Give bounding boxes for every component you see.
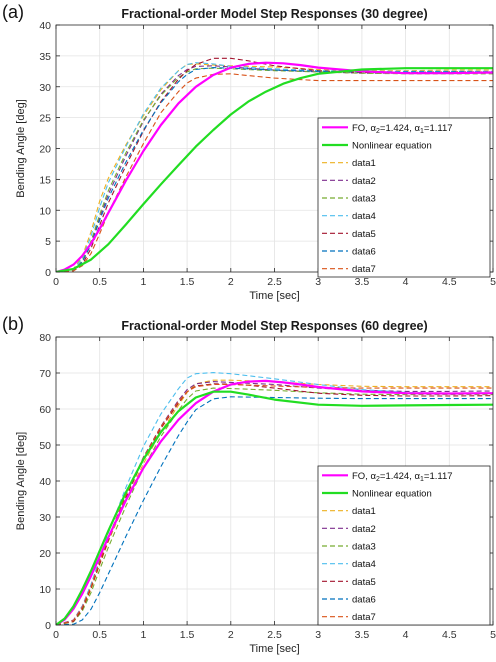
x-tick-label: 0.5 — [92, 629, 107, 641]
legend-entry: data7 — [352, 264, 376, 275]
legend-entry: data5 — [352, 577, 376, 588]
y-tick-label: 30 — [39, 512, 51, 524]
y-tick-label: 20 — [39, 144, 51, 156]
x-tick-label: 1.5 — [180, 276, 195, 288]
legend-text-part: α — [370, 471, 376, 482]
series-group — [56, 57, 493, 272]
y-tick-label: 30 — [39, 82, 51, 94]
legend-entry: data4 — [352, 211, 376, 222]
x-axis-label: Time [sec] — [249, 643, 299, 655]
legend-entry: data4 — [352, 559, 376, 570]
x-tick-label: 1 — [140, 629, 146, 641]
y-tick-label: 40 — [39, 476, 51, 488]
x-tick-label: 1.5 — [180, 629, 195, 641]
series-line-data6 — [56, 396, 493, 625]
legend-entry: data2 — [352, 176, 376, 187]
legend-text-part: =1.117 — [424, 123, 453, 134]
series-line-data7 — [56, 73, 493, 272]
legend-entry: data2 — [352, 524, 376, 535]
series-line-data7 — [56, 383, 493, 625]
series-line-data4 — [56, 372, 493, 625]
y-tick-label: 10 — [39, 584, 51, 596]
y-tick-label: 60 — [39, 404, 51, 416]
series-line-data4 — [56, 62, 493, 272]
legend-text-part: 1 — [420, 476, 424, 483]
x-tick-label: 2 — [228, 629, 234, 641]
series-group — [56, 372, 493, 625]
y-tick-label: 50 — [39, 440, 51, 452]
x-tick-label: 5 — [490, 629, 496, 641]
legend-entry: data6 — [352, 247, 376, 258]
y-tick-label: 15 — [39, 174, 51, 186]
x-tick-label: 4.5 — [442, 629, 457, 641]
legend-text-part: α — [415, 471, 421, 482]
series-line-fo-2-1-424-1-1-117 — [56, 61, 493, 272]
legend-text-part: =1.117 — [424, 471, 453, 482]
legend-entry: data3 — [352, 194, 376, 205]
legend-entry: FO, α2=1.424, α1=1.117 — [352, 123, 453, 135]
x-tick-label: 3.5 — [355, 276, 370, 288]
legend-text-part: FO, — [352, 471, 370, 482]
x-tick-label: 4 — [403, 629, 409, 641]
x-tick-label: 2 — [228, 276, 234, 288]
x-tick-label: 3 — [315, 629, 321, 641]
x-tick-label: 0 — [53, 276, 59, 288]
series-line-data5 — [56, 57, 493, 272]
y-tick-label: 40 — [39, 20, 51, 32]
legend-entry: data3 — [352, 542, 376, 553]
legend-entry: Nonlinear equation — [352, 489, 432, 500]
legend-entry: data5 — [352, 229, 376, 240]
x-tick-label: 3.5 — [355, 629, 370, 641]
y-tick-label: 25 — [39, 113, 51, 125]
legend-text-part: FO, — [352, 123, 370, 134]
chart-panel-a: (a) Fractional-order Model Step Responses… — [2, 2, 496, 302]
y-axis-label: Bending Angle [deg] — [15, 432, 27, 530]
y-tick-label: 5 — [45, 236, 51, 248]
x-tick-label: 0.5 — [92, 276, 107, 288]
legend-text-part: 2 — [376, 128, 380, 135]
series-line-fo-2-1-424-1-1-117 — [56, 379, 493, 625]
chart-title: Fractional-order Model Step Responses (3… — [121, 7, 427, 21]
x-tick-label: 3 — [315, 276, 321, 288]
y-tick-label: 0 — [45, 620, 51, 632]
x-tick-label: 2.5 — [267, 629, 282, 641]
x-tick-label: 4 — [403, 276, 409, 288]
legend-text-part: α — [370, 123, 376, 134]
x-tick-label: 2.5 — [267, 276, 282, 288]
y-axis-label: Bending Angle [deg] — [15, 99, 27, 197]
series-line-data3 — [56, 387, 493, 625]
legend-text-part: =1.424, — [380, 123, 415, 134]
legend-text-part: 1 — [420, 128, 424, 135]
legend-text-part: =1.424, — [380, 471, 415, 482]
panel-label: (b) — [2, 314, 24, 334]
y-tick-label: 20 — [39, 548, 51, 560]
x-tick-label: 4.5 — [442, 276, 457, 288]
y-tick-label: 35 — [39, 51, 51, 63]
series-line-nonlinear-equation — [56, 67, 493, 272]
legend-text-part: α — [415, 123, 421, 134]
legend-entry: data1 — [352, 506, 376, 517]
chart-panel-b: (b) Fractional-order Model Step Responses… — [2, 314, 496, 655]
legend-text-part: 2 — [376, 476, 380, 483]
x-tick-label: 5 — [490, 276, 496, 288]
y-tick-label: 80 — [39, 332, 51, 344]
x-tick-label: 1 — [140, 276, 146, 288]
y-tick-label: 0 — [45, 267, 51, 279]
legend-entry: data7 — [352, 612, 376, 623]
series-line-nonlinear-equation — [56, 390, 493, 625]
chart-title: Fractional-order Model Step Responses (6… — [121, 319, 427, 333]
legend-entry: Nonlinear equation — [352, 141, 432, 152]
series-line-data6 — [56, 67, 493, 272]
y-tick-label: 10 — [39, 205, 51, 217]
x-tick-label: 0 — [53, 629, 59, 641]
y-tick-label: 70 — [39, 368, 51, 380]
legend-entry: FO, α2=1.424, α1=1.117 — [352, 471, 453, 483]
legend-entry: data1 — [352, 158, 376, 169]
legend-entry: data6 — [352, 595, 376, 606]
panel-label: (a) — [2, 2, 24, 22]
x-axis-label: Time [sec] — [249, 290, 299, 302]
